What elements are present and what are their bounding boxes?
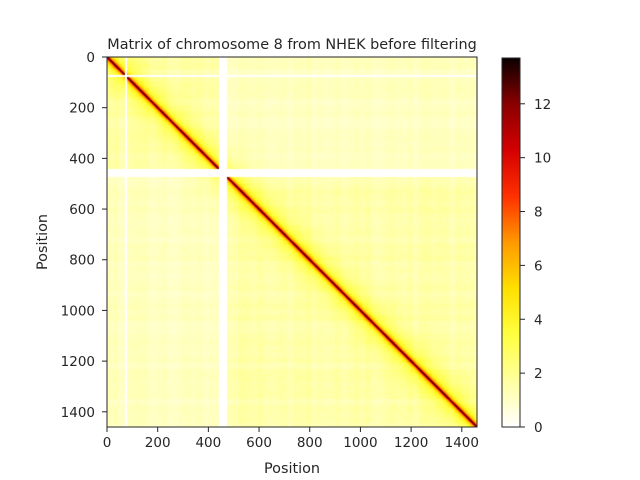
- x-tick-label: 1000: [343, 435, 377, 451]
- heatmap-image: [107, 57, 477, 427]
- heatmap-frame: [106, 56, 478, 428]
- y-tick-label: 200: [69, 101, 95, 117]
- colorbar-tick-label: 0: [534, 420, 543, 436]
- y-tick-label: 800: [69, 253, 95, 269]
- heatmap-area: [106, 56, 478, 428]
- y-tick-label: 1400: [61, 405, 95, 421]
- chart-title: Matrix of chromosome 8 from NHEK before …: [107, 37, 476, 53]
- colorbar: 0 2 4 6 8 10 12: [501, 57, 551, 436]
- x-axis-label: Position: [264, 461, 320, 477]
- y-axis: 0 200 400 600 800 1000 1200 1400: [61, 50, 107, 421]
- colorbar-tick-label: 8: [534, 205, 543, 221]
- x-tick-label: 400: [195, 435, 221, 451]
- y-axis-label: Position: [35, 214, 51, 270]
- x-axis: 0 200 400 600 800 1000 1200 1400: [103, 427, 479, 451]
- colorbar-tick-label: 10: [534, 151, 551, 167]
- colorbar-tick-label: 4: [534, 312, 543, 328]
- x-tick-label: 1200: [394, 435, 428, 451]
- colorbar-tick-label: 6: [534, 258, 543, 274]
- colorbar-ticks: 0 2 4 6 8 10 12: [520, 97, 551, 436]
- y-tick-label: 600: [69, 202, 95, 218]
- x-tick-label: 1400: [445, 435, 479, 451]
- colorbar-tick-label: 12: [534, 97, 551, 113]
- y-tick-label: 1000: [61, 303, 95, 319]
- colorbar-tick-label: 2: [534, 366, 543, 382]
- x-tick-label: 0: [103, 435, 112, 451]
- x-tick-label: 800: [297, 435, 323, 451]
- y-tick-label: 1200: [61, 354, 95, 370]
- y-tick-label: 400: [69, 151, 95, 167]
- colorbar-gradient: [501, 57, 521, 428]
- y-tick-label: 0: [86, 50, 95, 66]
- x-tick-label: 200: [145, 435, 171, 451]
- x-tick-label: 600: [246, 435, 272, 451]
